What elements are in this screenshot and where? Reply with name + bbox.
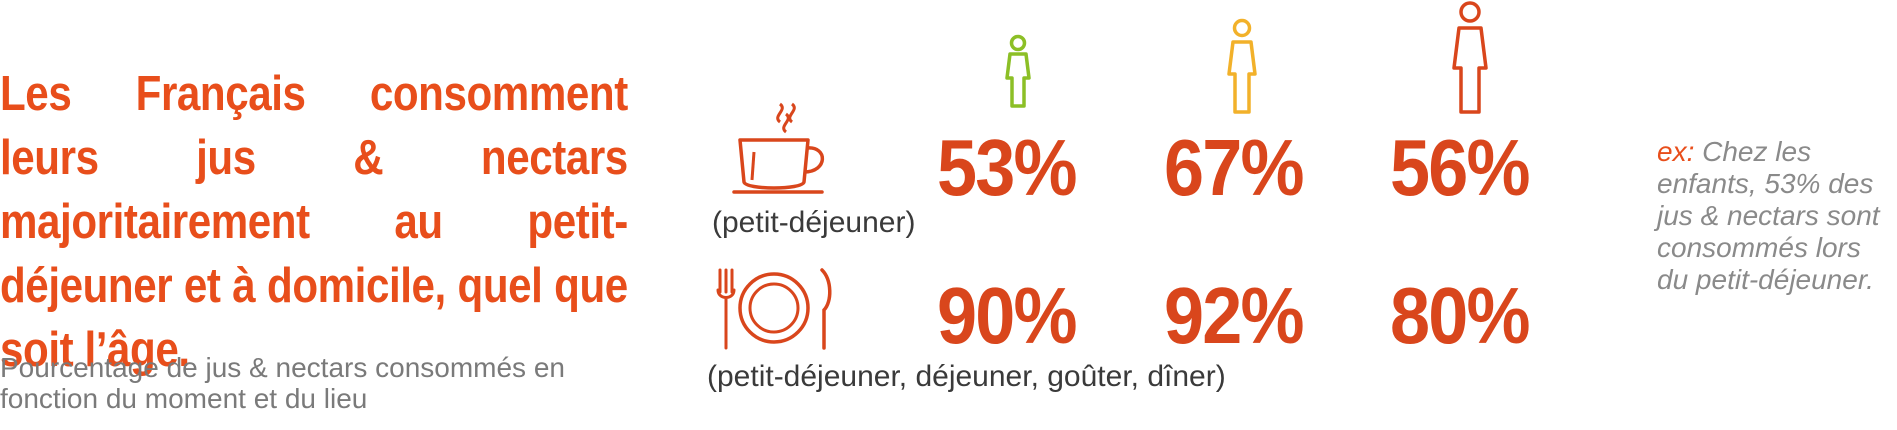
coffee-cup-icon (732, 102, 825, 194)
value-meals-adults: 80% (1390, 271, 1531, 360)
adult-figure-icon (1452, 1, 1488, 114)
all-meals-caption: (petit-déjeuner, déjeuner, goûter, dîner… (707, 360, 1226, 393)
child-figure-icon (1005, 34, 1031, 108)
headline: Les Français consomment leurs jus & nect… (0, 67, 628, 377)
breakfast-caption: (petit-déjeuner) (712, 206, 916, 239)
value-breakfast-teens: 67% (1164, 123, 1305, 212)
note-prefix: ex: (1657, 136, 1695, 167)
plate-cutlery-icon (716, 268, 832, 350)
subtitle: Pourcentage de jus & nectars consommés e… (0, 352, 565, 414)
value-breakfast-adults: 56% (1390, 123, 1531, 212)
value-breakfast-children: 53% (937, 123, 1078, 212)
value-meals-teens: 92% (1164, 271, 1305, 360)
note-text: Chez les enfants, 53% des jus & nectars … (1657, 136, 1880, 295)
value-meals-children: 90% (937, 271, 1078, 360)
teen-figure-icon (1227, 18, 1257, 114)
example-note: ex: Chez les enfants, 53% des jus & nect… (1657, 136, 1887, 296)
